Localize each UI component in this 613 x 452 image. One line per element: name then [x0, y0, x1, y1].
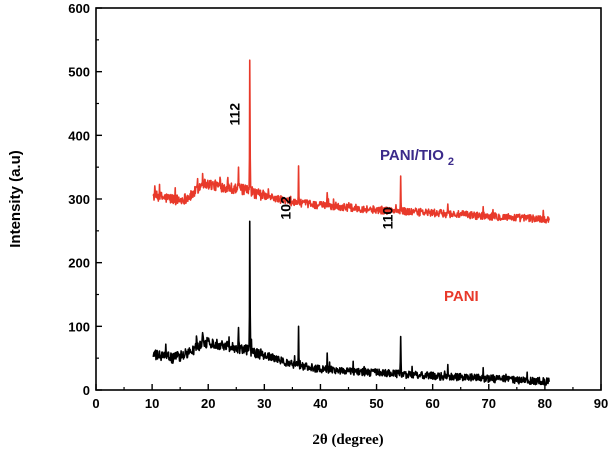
- x-tick-label-50: 50: [369, 396, 383, 411]
- series-label-pani-tio2: PANI/TIO 2: [380, 147, 454, 168]
- peak-label-112: 112: [227, 103, 243, 126]
- peak-label-110: 110: [380, 207, 396, 230]
- x-tick-label-70: 70: [482, 396, 496, 411]
- y-tick-label-400: 400: [68, 128, 90, 143]
- x-tick-label-90: 90: [594, 396, 608, 411]
- y-tick-label-300: 300: [68, 192, 90, 207]
- series-line-pani: [152, 220, 550, 386]
- x-tick-label-80: 80: [538, 396, 552, 411]
- y-tick-label-600: 600: [68, 1, 90, 16]
- series-line-pani-tio2: [152, 59, 550, 224]
- y-tick-label-200: 200: [68, 256, 90, 271]
- series-label-pani-tio2-sub: 2: [448, 156, 454, 168]
- peak-label-102: 102: [278, 196, 294, 220]
- series-label-pani: PANI: [444, 288, 479, 305]
- y-tick-label-0: 0: [83, 383, 90, 398]
- y-axis-title: Intensity (a.u): [7, 150, 24, 248]
- x-tick-label-60: 60: [425, 396, 439, 411]
- x-axis-ticks: 0 10 20 30 40 50 60 70 80 90: [92, 384, 608, 411]
- x-tick-label-40: 40: [313, 396, 327, 411]
- series-layer: [152, 59, 550, 386]
- x-tick-label-10: 10: [145, 396, 159, 411]
- y-axis-ticks: 0 100 200 300 400 500 600: [68, 1, 102, 398]
- x-tick-label-30: 30: [257, 396, 271, 411]
- x-axis-title: 2θ (degree): [312, 432, 383, 448]
- x-tick-label-0: 0: [92, 396, 99, 411]
- y-tick-label-500: 500: [68, 65, 90, 80]
- y-tick-label-100: 100: [68, 319, 90, 334]
- peak-annotations: 112 102 110: [227, 103, 396, 230]
- x-tick-label-20: 20: [201, 396, 215, 411]
- series-label-pani-tio2-main: PANI/TIO: [380, 147, 444, 164]
